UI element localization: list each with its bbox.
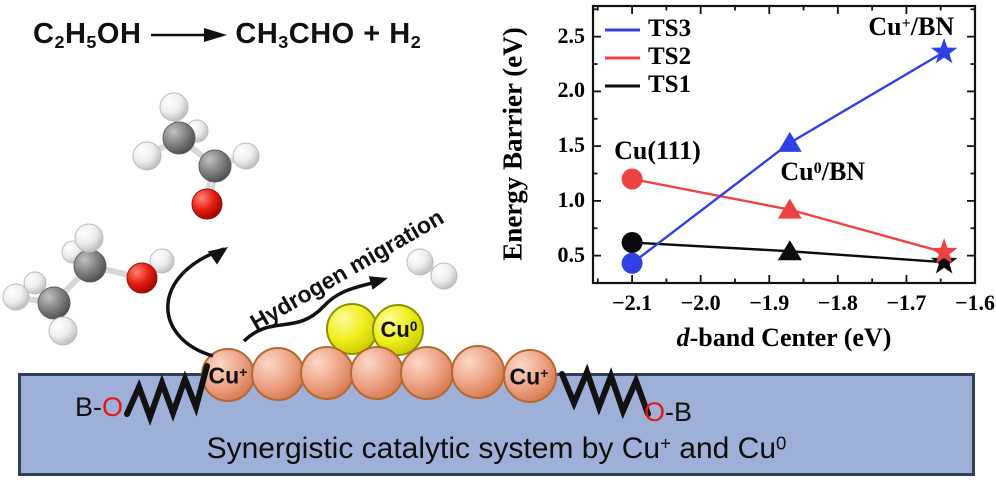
desorption-arrow	[166, 247, 228, 358]
y-axis-label: Energy Barrier (eV)	[497, 27, 528, 261]
marker-TS1-Cu0/BN	[777, 240, 802, 261]
cu-plus-label-right: Cu+	[509, 363, 549, 390]
acetaldehyde-molecule	[132, 92, 260, 220]
x-tick-label: −1.9	[749, 290, 790, 315]
energy-barrier-chart: TS3 TS2 TS1 0.5 1.0 1.5 2.0 2.5 −2.1 −2.0 −1.9 −1.8…	[493, 0, 996, 360]
y-tick-label: 2.0	[557, 77, 586, 103]
ethanol-molecule	[2, 223, 175, 346]
marker-TS2-Cu(111)	[621, 168, 643, 190]
y-tick-label: 1.5	[557, 132, 586, 158]
marker-TS1-Cu(111)	[621, 231, 643, 253]
cu-plus-label-left: Cu+	[208, 362, 248, 389]
marker-TS3-Cu(111)	[621, 252, 643, 274]
x-tick-label: −2.0	[680, 290, 721, 315]
x-axis-label: d-band Center (eV)	[676, 323, 892, 352]
banner-caption: Synergistic catalytic system by Cu+ and …	[206, 432, 787, 465]
legend-label-TS1: TS1	[648, 71, 692, 98]
x-tick-label: −1.8	[817, 290, 858, 315]
annotation-Cu+/BN: Cu+/BN	[868, 11, 955, 41]
reaction-arrow-icon	[149, 20, 228, 53]
marker-TS3-Cu0/BN	[777, 131, 802, 152]
marker-TS2-Cu+/BN	[930, 238, 958, 264]
cu-zero-cluster	[326, 303, 424, 356]
plot-frame	[591, 4, 977, 285]
x-tick-label: −2.1	[612, 290, 653, 315]
hydrogen-migration-arrow	[242, 276, 388, 343]
cu-zero-label: Cu0	[380, 317, 418, 342]
chart-canvas	[591, 4, 977, 285]
h2-molecule	[406, 248, 458, 290]
reaction-equation: C2H5OH CH3CHO + H2	[33, 18, 422, 53]
annotation-Cu0/BN: Cu0/BN	[780, 157, 866, 187]
marker-TS1-Cu+/BN	[930, 248, 958, 274]
y-tick-label: 0.5	[557, 241, 586, 267]
x-tick-label: −1.6	[954, 290, 996, 315]
legend-label-TS3: TS3	[648, 15, 692, 42]
b-o-linker-zigzag-left	[124, 363, 210, 426]
legend-label-TS2: TS2	[648, 43, 692, 70]
annotation-Cu(111): Cu(111)	[614, 135, 701, 165]
y-tick-label: 2.5	[557, 22, 586, 48]
x-tick-label: −1.7	[886, 290, 927, 315]
marker-TS2-Cu0/BN	[777, 198, 802, 219]
marker-TS3-Cu+/BN	[930, 38, 958, 64]
b-o-label: B-O	[75, 392, 124, 422]
y-tick-label: 1.0	[557, 186, 586, 212]
cu-plus-sphere-row	[201, 345, 557, 403]
o-b-linker-zigzag-right	[559, 363, 651, 420]
o-b-label: O-B	[644, 397, 693, 427]
